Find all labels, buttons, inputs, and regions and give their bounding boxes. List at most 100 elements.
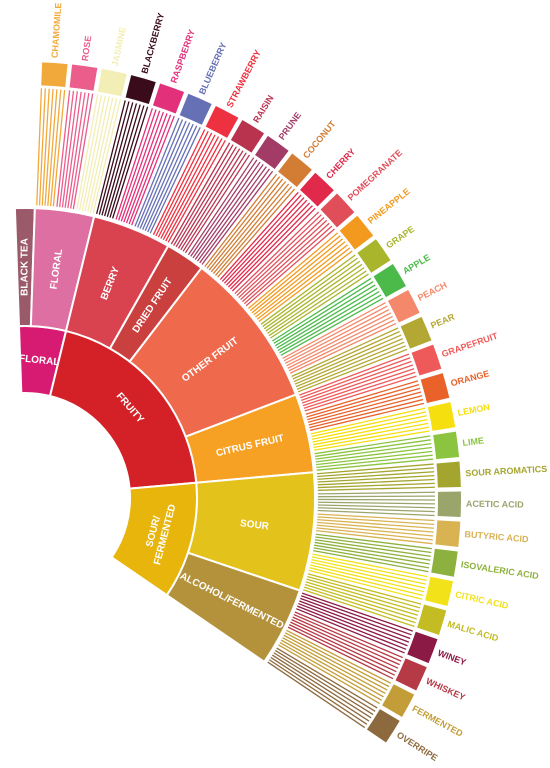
- flavor-label: BLUEBERRY: [197, 41, 229, 96]
- flavor-stripe: [131, 115, 175, 226]
- flavor-stripe: [167, 139, 226, 243]
- flavor-stripe: [238, 217, 325, 299]
- flavor-stripe: [276, 287, 378, 349]
- flavor-stripe: [175, 146, 237, 248]
- flavor-stripe: [313, 550, 429, 573]
- flavor-stripe: [61, 91, 78, 208]
- flavor-swatch: [125, 75, 156, 105]
- flavor-stripe: [184, 154, 251, 254]
- flavor-label: FERMENTED: [411, 703, 465, 739]
- flavor-swatch: [436, 461, 461, 488]
- flavor-stripe: [36, 88, 43, 206]
- flavor-stripe: [256, 247, 351, 320]
- flavor-stripe: [136, 119, 184, 228]
- flavor-swatch: [230, 120, 265, 153]
- flavor-stripe: [260, 254, 356, 325]
- flavor-label: BUTYRIC ACID: [464, 529, 529, 544]
- flavor-swatch: [420, 373, 450, 403]
- flavor-stripe: [248, 232, 339, 309]
- flavor-label: PEACH: [416, 280, 449, 303]
- flavor-stripe: [67, 92, 86, 209]
- subcategory-label: BLACK TEA: [20, 238, 31, 296]
- flavor-stripe: [98, 101, 130, 215]
- flavor-stripe: [315, 443, 432, 460]
- flavor-swatch: [433, 431, 460, 460]
- flavor-stripe: [316, 458, 434, 471]
- flavor-stripe: [297, 348, 408, 393]
- flavor-stripe: [314, 435, 431, 455]
- flavor-stripe: [309, 402, 425, 431]
- flavor-swatch: [387, 289, 420, 323]
- flavor-stripe: [317, 482, 435, 489]
- flavor-stripe: [265, 263, 363, 332]
- flavor-stripe: [317, 516, 435, 526]
- flavor-swatch: [437, 491, 461, 518]
- flavor-label: PRUNE: [277, 110, 303, 141]
- flavor-stripe: [317, 471, 435, 480]
- flavor-stripe: [310, 561, 426, 589]
- flavor-stripe: [270, 273, 369, 339]
- flavor-stripe: [271, 654, 372, 719]
- flavor-stripe: [263, 260, 361, 330]
- flavor-stripe: [306, 578, 420, 613]
- flavor-stripe: [283, 634, 388, 691]
- flavor-stripe: [288, 624, 396, 676]
- flavor-swatch: [339, 215, 374, 250]
- flavor-label: LEMON: [457, 402, 491, 418]
- flavor-label: WINEY: [436, 648, 467, 668]
- flavor-stripe: [317, 498, 435, 501]
- flavor-stripe: [284, 632, 390, 688]
- flavor-stripe: [304, 583, 417, 620]
- flavor-stripe: [311, 415, 427, 440]
- flavor-stripe: [305, 581, 419, 616]
- flavor-stripe: [317, 486, 435, 491]
- flavor-stripe: [283, 305, 388, 362]
- flavor-stripe: [286, 312, 392, 367]
- flavor-stripe: [106, 104, 141, 217]
- flavor-stripe: [111, 106, 149, 219]
- flavor-stripe: [293, 334, 402, 383]
- flavor-label: STRAWBERRY: [225, 48, 263, 109]
- flavor-label: SOUR AROMATICS: [465, 464, 547, 478]
- flavor-stripe: [270, 656, 370, 722]
- flavor-stripe: [274, 284, 376, 347]
- flavor-stripe: [309, 398, 424, 429]
- flavor-stripe: [59, 90, 75, 208]
- flavor-stripe: [289, 322, 397, 374]
- flavor-stripe: [118, 109, 157, 221]
- flavor-stripe: [123, 111, 164, 223]
- flavor-stripe: [301, 364, 414, 404]
- flavor-stripe: [215, 186, 293, 276]
- flavor-stripe: [299, 353, 410, 396]
- flavor-label: BLACKBERRY: [139, 12, 166, 75]
- flavor-stripe: [208, 178, 284, 271]
- flavor-swatch: [255, 135, 289, 170]
- flavor-stripe: [317, 475, 435, 483]
- flavor-stripe: [41, 88, 50, 206]
- flavor-swatch: [425, 576, 453, 607]
- flavor-stripe: [316, 454, 433, 469]
- flavor-stripe: [240, 219, 328, 301]
- flavor-stripe: [268, 659, 368, 725]
- flavor-stripe: [302, 368, 415, 407]
- flavor-label: PINEAPPLE: [366, 186, 412, 226]
- flavor-stripe: [134, 117, 180, 227]
- flavor-stripe: [277, 290, 380, 352]
- flavor-stripe: [95, 100, 126, 215]
- flavor-stripe: [316, 521, 434, 533]
- flavor-swatch: [366, 709, 400, 743]
- flavor-stripe: [312, 553, 428, 578]
- flavor-stripe: [229, 205, 313, 290]
- flavor-stripe: [212, 183, 290, 275]
- flavor-label: CITRIC ACID: [454, 589, 510, 611]
- flavor-label: ORANGE: [450, 368, 491, 388]
- flavor-stripe: [317, 504, 435, 509]
- flavor-stripe: [160, 134, 216, 239]
- subcategory-label: SOUR: [239, 518, 270, 532]
- flavor-stripe: [115, 108, 153, 220]
- flavor-stripe: [152, 129, 206, 235]
- flavor-stripe: [317, 491, 435, 495]
- flavor-stripe: [142, 122, 191, 230]
- flavor-stripe: [294, 338, 404, 385]
